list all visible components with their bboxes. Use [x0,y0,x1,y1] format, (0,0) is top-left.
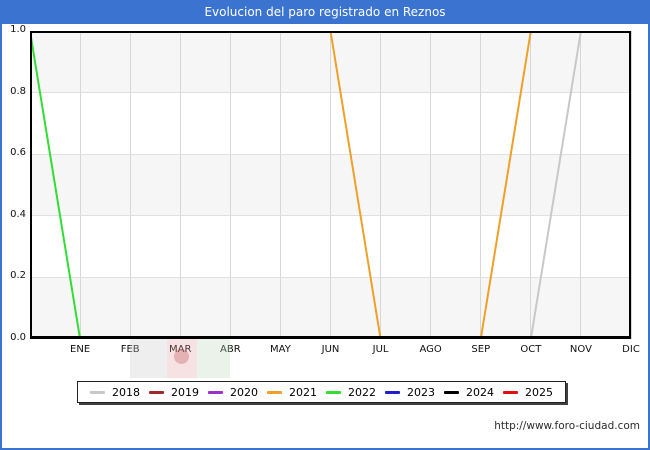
series-line-2022 [30,31,82,339]
legend-item-2024: 2024 [444,386,494,399]
legend-swatch [326,390,341,394]
legend-swatch [385,390,400,394]
legend-label: 2022 [348,385,376,399]
chart-title: Evolucion del paro registrado en Reznos [204,5,446,19]
y-axis-label: 0.6 [10,147,26,159]
legend-item-2021: 2021 [267,386,317,399]
grid-vline [630,31,632,339]
grid-vline [229,31,231,339]
axis-spine-right [629,31,631,339]
grid-vline [330,31,331,339]
x-axis-label: OCT [520,344,542,355]
legend-swatch [503,390,518,394]
x-axis-label: NOV [569,344,592,355]
legend-item-2023: 2023 [385,386,435,399]
y-axis-label: 0.8 [10,85,26,97]
x-axis-label: ENE [70,344,91,355]
axis-spine-left [30,31,32,339]
series-lines [30,31,582,339]
watermark-emblem [174,349,189,364]
x-axis-label: FEB [120,344,140,355]
legend: 2018 2019 2020 2021 2022 2023 2024 2025 [77,381,566,403]
legend-label: 2023 [407,385,435,399]
legend-label: 2020 [230,385,258,399]
grid-vline [480,31,482,339]
legend-label: 2018 [112,385,140,399]
x-axis-label: MAR [169,344,192,355]
legend-swatch [90,390,105,394]
y-axis-label: 1.0 [10,24,26,35]
legend-item-2025: 2025 [503,386,553,399]
legend-item-2022: 2022 [326,386,376,399]
x-axis-label: JUN [321,344,340,355]
y-axis-label: 0.4 [10,208,26,220]
legend-swatch [267,390,282,394]
grid-vline [430,31,432,339]
legend-label: 2024 [466,385,494,399]
axis-spine-bottom [30,336,631,339]
grid-hline [30,153,631,155]
grid-hline [30,92,631,94]
grid-vline [580,31,582,339]
axis-spine-top [30,31,631,33]
x-axis-label: JUL [372,344,389,355]
watermark-stripe-red [167,336,197,378]
legend-label: 2025 [525,385,553,399]
legend-item-2019: 2019 [149,386,199,399]
legend-item-2020: 2020 [208,386,258,399]
legend-label: 2021 [289,385,317,399]
legend-swatch [208,390,223,394]
grid-vline [179,31,181,339]
legend-item-2018: 2018 [90,386,140,399]
watermark-stripe-gray [130,336,167,378]
x-axis-label: AGO [419,344,442,355]
series-line-2021 [329,31,532,339]
plot-area [30,31,632,339]
grid-vline [279,31,281,339]
grid-hline [30,215,631,217]
watermark-stripe-green [197,336,230,378]
grid-vline [530,31,532,339]
x-axis-label: ABR [220,344,241,355]
grid-vline [79,31,81,339]
x-axis-label: MAY [270,344,291,355]
legend-label: 2019 [171,385,199,399]
x-axis-label: DIC [622,344,640,355]
series-line-2018 [529,31,582,339]
foro-ciudad-url: http://www.foro-ciudad.com [494,420,640,432]
y-axis-label: 0.0 [10,332,26,343]
grid-hline [30,276,631,278]
grid-vline [129,31,131,339]
legend-swatch [149,390,164,394]
title-bar: Evolucion del paro registrado en Reznos [0,0,650,24]
legend-swatch [444,390,459,394]
x-axis-label: SEP [471,344,491,355]
grid-vline [380,31,382,339]
y-axis-label: 0.2 [10,270,26,282]
